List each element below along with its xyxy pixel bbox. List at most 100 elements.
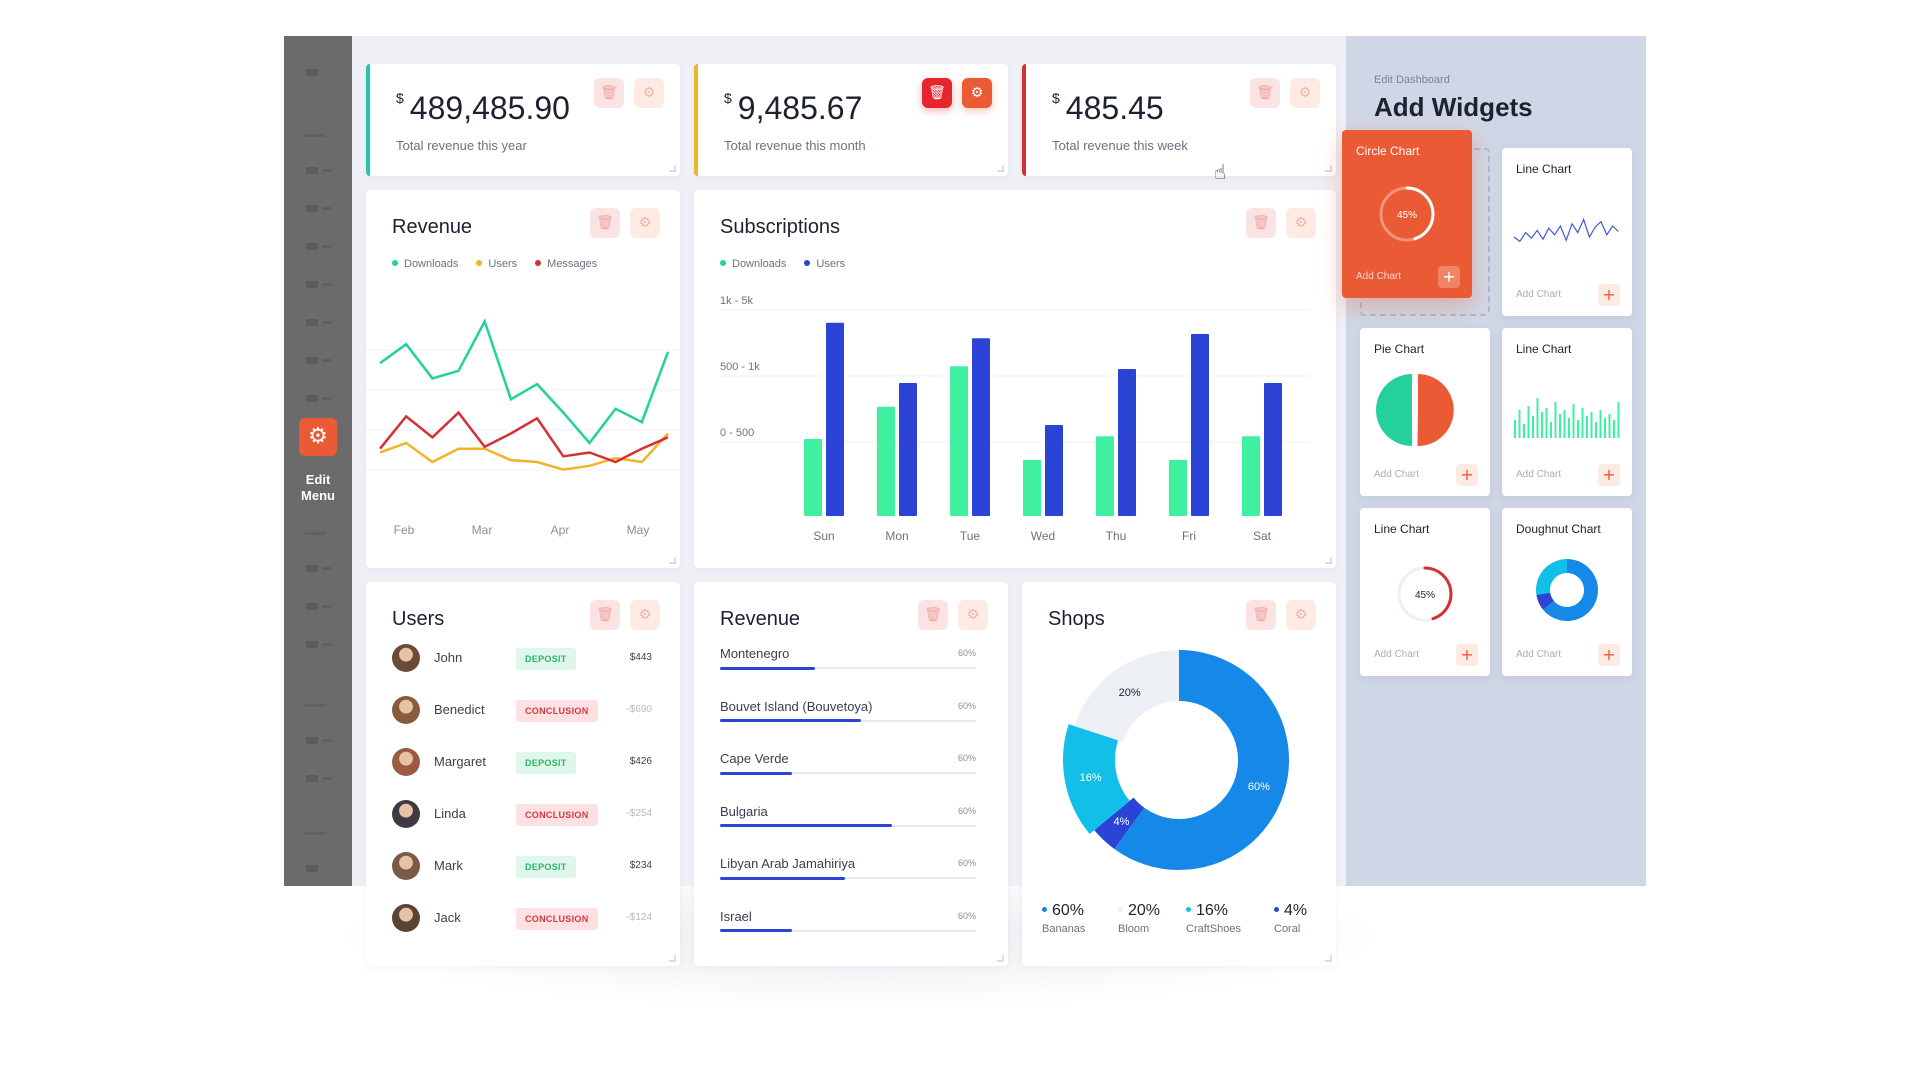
list-icon[interactable] [306, 202, 332, 214]
settings-button[interactable]: ⚙ [630, 600, 660, 630]
edit-icon[interactable] [306, 354, 332, 366]
delete-button[interactable]: 🗑 [922, 78, 952, 108]
currency-symbol: $ [396, 90, 404, 107]
currency-symbol: $ [1052, 90, 1060, 107]
settings-button[interactable]: ⚙ [958, 600, 988, 630]
resize-handle[interactable] [669, 557, 676, 564]
donut-slice-coral [1094, 796, 1146, 849]
donut-slice-bananas [1114, 650, 1289, 870]
user-row[interactable]: Mark DEPOSIT $234 [392, 852, 652, 882]
x-tick-label: Feb [394, 523, 415, 537]
resize-handle[interactable] [1325, 955, 1332, 962]
add-chart-button[interactable]: + [1598, 644, 1620, 666]
message-icon[interactable] [306, 772, 332, 784]
add-chart-button[interactable]: + [1598, 284, 1620, 306]
calendar-icon[interactable] [306, 638, 332, 650]
bar [1541, 412, 1543, 438]
country-row: Montenegro 60% [720, 646, 976, 686]
user-icon[interactable] [306, 240, 332, 252]
widget-line-chart[interactable]: Line Chart Add Chart + [1502, 328, 1632, 496]
add-chart-button[interactable]: + [1456, 644, 1478, 666]
bar [1518, 410, 1521, 438]
settings-icon[interactable] [306, 562, 332, 574]
settings-button[interactable]: ⚙ [1286, 208, 1316, 238]
progress-track [720, 719, 976, 722]
widget-doughnut-chart[interactable]: Doughnut Chart Add Chart + [1502, 508, 1632, 676]
add-chart-button[interactable]: + [1438, 266, 1460, 288]
bar-downloads [1023, 460, 1041, 516]
gear-icon: ⚙ [966, 607, 980, 623]
mail-icon[interactable] [306, 392, 332, 404]
user-row[interactable]: John DEPOSIT $443 [392, 644, 652, 674]
delete-button[interactable]: 🗑 [594, 78, 624, 108]
logout-icon[interactable] [306, 862, 330, 874]
add-chart-button[interactable]: + [1598, 464, 1620, 486]
bar-users [826, 322, 844, 516]
dashboard-frame: ⚙ Edit Menu $489,485.90 Total revenue th… [284, 36, 1646, 966]
folder-icon[interactable] [306, 600, 332, 612]
user-name: Linda [434, 806, 466, 821]
legend-item: Messages [535, 258, 597, 270]
settings-button[interactable]: ⚙ [634, 78, 664, 108]
widget-preview: 45% [1379, 186, 1435, 242]
user-row[interactable]: Margaret DEPOSIT $426 [392, 748, 652, 778]
widget-line-chart[interactable]: Line Chart Add Chart + [1502, 148, 1632, 316]
user-row[interactable]: Jack CONCLUSION -$124 [392, 904, 652, 934]
country-row: Bouvet Island (Bouvetoya) 60% [720, 699, 976, 739]
slice-label: 16% [1080, 772, 1102, 784]
shops-donut-chart: 60% 4% 16% 20% [1063, 650, 1289, 870]
x-tick-label: Sun [813, 529, 834, 543]
resize-handle[interactable] [1325, 557, 1332, 564]
card-title: Subscriptions [720, 216, 841, 238]
resize-handle[interactable] [1325, 165, 1332, 172]
card-title: Shops [1048, 608, 1105, 630]
bar-downloads [1242, 436, 1260, 516]
chart-icon[interactable] [306, 278, 332, 290]
settings-button[interactable]: ⚙ [1290, 78, 1320, 108]
resize-handle[interactable] [669, 165, 676, 172]
status-badge: DEPOSIT [516, 752, 576, 774]
gear-icon: ⚙ [1294, 607, 1308, 623]
user-row[interactable]: Linda CONCLUSION -$254 [392, 800, 652, 830]
user-row[interactable]: Benedict CONCLUSION -$690 [392, 696, 652, 726]
legend-dot [1118, 907, 1123, 912]
widget-line-chart[interactable]: Line Chart 45% Add Chart + [1360, 508, 1490, 676]
resize-handle[interactable] [669, 955, 676, 962]
sidebar-caption [304, 532, 326, 535]
subscriptions-chart-card: Subscriptions 🗑 ⚙ Downloads Users 1k - 5… [694, 190, 1336, 568]
bar [1613, 420, 1615, 438]
bar-downloads [1096, 436, 1114, 516]
grid-icon[interactable] [306, 316, 332, 328]
delete-button[interactable]: 🗑 [918, 600, 948, 630]
sidebar-caption [304, 134, 326, 137]
pencil-icon[interactable] [306, 164, 332, 176]
resize-handle[interactable] [997, 165, 1004, 172]
settings-button[interactable]: ⚙ [630, 208, 660, 238]
status-badge: CONCLUSION [516, 908, 598, 930]
widget-preview: 45% [1397, 566, 1453, 622]
sidebar-logo-icon[interactable] [306, 66, 330, 78]
send-icon[interactable] [306, 734, 332, 746]
legend-dot [392, 260, 398, 266]
bar [1577, 420, 1579, 438]
settings-button[interactable]: ⚙ [1286, 600, 1316, 630]
bar [1590, 412, 1593, 438]
x-tick-label: Fri [1182, 529, 1196, 543]
y-tick-label: 1k - 5k [720, 295, 754, 307]
settings-button[interactable]: ⚙ [962, 78, 992, 108]
delete-button[interactable]: 🗑 [1246, 208, 1276, 238]
bar [1595, 422, 1597, 438]
delete-button[interactable]: 🗑 [590, 600, 620, 630]
widget-pie-chart[interactable]: Pie Chart Add Chart + [1360, 328, 1490, 496]
delete-button[interactable]: 🗑 [1246, 600, 1276, 630]
hand-cursor-icon: ☝ [1214, 160, 1227, 184]
edit-menu-button[interactable]: ⚙ [299, 418, 337, 456]
delete-button[interactable]: 🗑 [590, 208, 620, 238]
bar [1523, 424, 1525, 438]
add-chart-button[interactable]: + [1456, 464, 1478, 486]
resize-handle[interactable] [997, 955, 1004, 962]
avatar [392, 904, 420, 932]
delete-button[interactable]: 🗑 [1250, 78, 1280, 108]
progress-fill [720, 666, 815, 670]
widget-circle-chart[interactable]: Circle Chart 45% Add Chart + [1342, 130, 1472, 298]
